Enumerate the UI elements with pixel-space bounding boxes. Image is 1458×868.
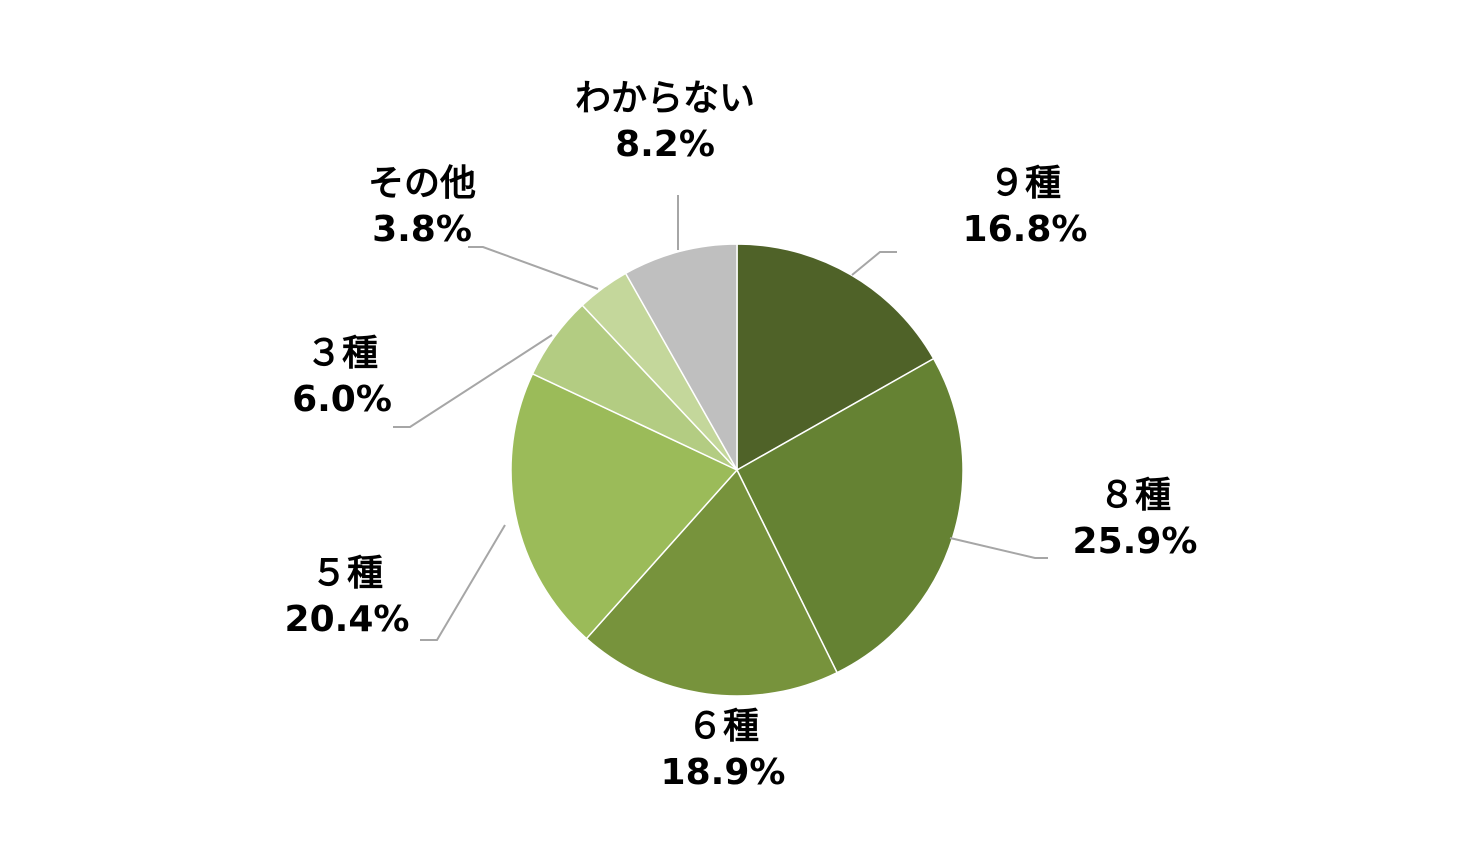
slice-label: ９種 — [989, 163, 1061, 204]
leader-line — [420, 524, 506, 641]
pie-slice — [510, 372, 739, 640]
slice-value-label: 8.2% — [615, 124, 715, 165]
slice-value-label: 25.9% — [1073, 521, 1198, 562]
pie-slice — [585, 468, 839, 697]
slice-value-label: 18.9% — [661, 752, 786, 793]
leader-line — [851, 251, 897, 276]
slice-value-label: 6.0% — [292, 379, 392, 420]
leader-line — [468, 246, 599, 290]
leader-line — [949, 537, 1048, 559]
slice-label: ６種 — [687, 706, 759, 747]
slice-label: ８種 — [1099, 475, 1171, 516]
leader-line — [393, 334, 553, 428]
slice-label: ３種 — [306, 333, 378, 374]
slice-label: ５種 — [311, 553, 383, 594]
slice-label: わからない — [575, 78, 755, 119]
pie-slice — [736, 243, 935, 472]
slice-value-label: 3.8% — [372, 209, 472, 250]
pie-slice — [736, 357, 964, 674]
pie — [510, 243, 964, 697]
slice-label: その他 — [368, 163, 476, 204]
pie-slice — [624, 243, 738, 473]
slice-value-label: 20.4% — [285, 599, 410, 640]
slice-value-label: 16.8% — [963, 209, 1088, 250]
leader-lines — [393, 195, 1048, 641]
